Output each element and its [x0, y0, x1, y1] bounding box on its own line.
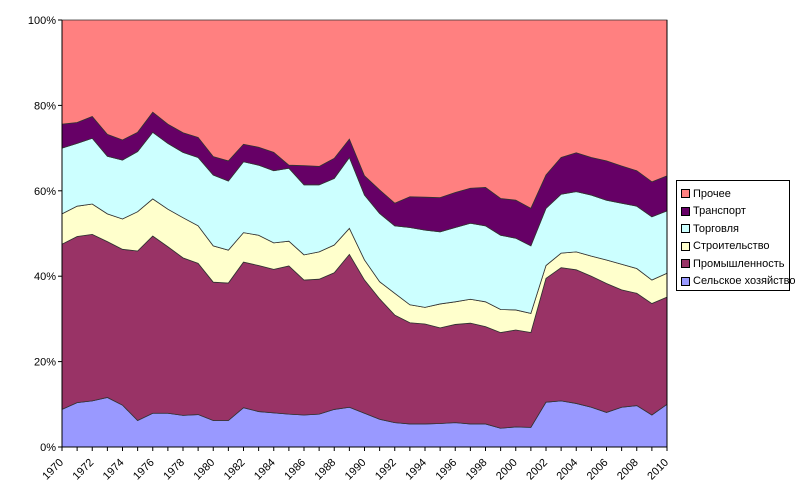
x-tick-label: 2010 [645, 457, 671, 483]
legend-swatch [681, 241, 690, 251]
y-tick-label: 0% [40, 442, 56, 454]
x-tick-label: 1976 [131, 457, 157, 483]
x-tick-label: 1984 [252, 457, 278, 483]
x-tick-label: 2000 [494, 457, 520, 483]
y-tick-label: 20% [34, 357, 56, 369]
legend-swatch [681, 224, 690, 234]
x-tick-label: 1988 [313, 457, 339, 483]
x-tick-label: 1994 [403, 457, 429, 483]
x-tick-label: 1996 [434, 457, 460, 483]
legend-label: Торговля [693, 222, 739, 235]
x-tick-label: 1998 [464, 457, 490, 483]
x-tick-label: 1972 [71, 457, 97, 483]
legend-item: Промышленность [681, 255, 789, 273]
legend-swatch [681, 276, 690, 286]
legend-item: Строительство [681, 238, 789, 256]
legend: Прочее Транспорт Торговля Строительство Пром… [676, 180, 795, 291]
x-tick-label: 1992 [373, 457, 399, 483]
x-tick-label: 1970 [40, 457, 66, 483]
legend-label: Прочее [693, 187, 731, 200]
plot-areas [61, 19, 668, 448]
legend-item: Прочее [681, 185, 789, 203]
x-tick-label: 1990 [343, 457, 369, 483]
legend-item: Транспорт [681, 203, 789, 221]
x-tick-label: 1974 [101, 457, 127, 483]
x-tick-label: 1986 [282, 457, 308, 483]
legend-label: Строительство [693, 240, 770, 253]
x-tick-label: 2002 [524, 457, 550, 483]
legend-item: Торговля [681, 220, 789, 238]
y-tick-label: 100% [28, 15, 56, 27]
legend-swatch [681, 206, 690, 216]
legend-label: Транспорт [693, 205, 746, 218]
x-tick-label: 1978 [161, 457, 187, 483]
y-tick-label: 40% [34, 271, 56, 283]
legend-swatch [681, 259, 690, 269]
y-tick-label: 60% [34, 186, 56, 198]
legend-swatch [681, 189, 690, 199]
x-tick-label: 1980 [192, 457, 218, 483]
x-tick-label: 2008 [615, 457, 641, 483]
legend-label: Промышленность [693, 257, 785, 270]
legend-item: Сельское хозяйство [681, 273, 795, 291]
y-tick-label: 80% [34, 100, 56, 112]
x-tick-label: 2004 [555, 457, 581, 483]
x-tick-label: 1982 [222, 457, 248, 483]
x-tick-label: 2006 [585, 457, 611, 483]
legend-label: Сельское хозяйство [693, 275, 796, 288]
